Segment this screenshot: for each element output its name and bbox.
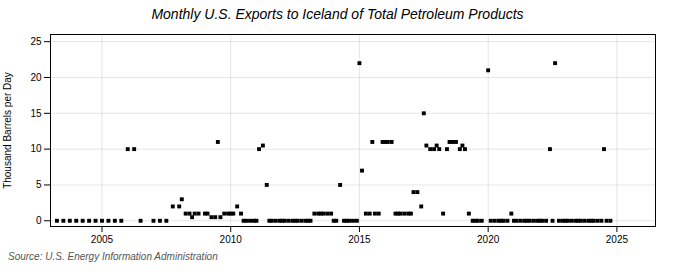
svg-text:5: 5 — [36, 179, 42, 190]
svg-text:15: 15 — [30, 108, 42, 119]
svg-text:2020: 2020 — [477, 234, 500, 245]
svg-text:20: 20 — [30, 72, 42, 83]
svg-text:25: 25 — [30, 36, 42, 47]
svg-text:0: 0 — [36, 215, 42, 226]
svg-text:2025: 2025 — [606, 234, 629, 245]
svg-text:2005: 2005 — [91, 234, 114, 245]
svg-text:2010: 2010 — [220, 234, 243, 245]
html-text:Source: U.S. Energy Informatio: Source: U.S. Energy Information Administ… — [8, 251, 218, 262]
svg-text:10: 10 — [30, 143, 42, 154]
svg-text:2015: 2015 — [348, 234, 371, 245]
html-text:Monthly U.S. Exports to Icelan: Monthly U.S. Exports to Iceland of Total… — [151, 6, 524, 22]
svg-text:Thousand Barrels per Day: Thousand Barrels per Day — [2, 72, 13, 189]
